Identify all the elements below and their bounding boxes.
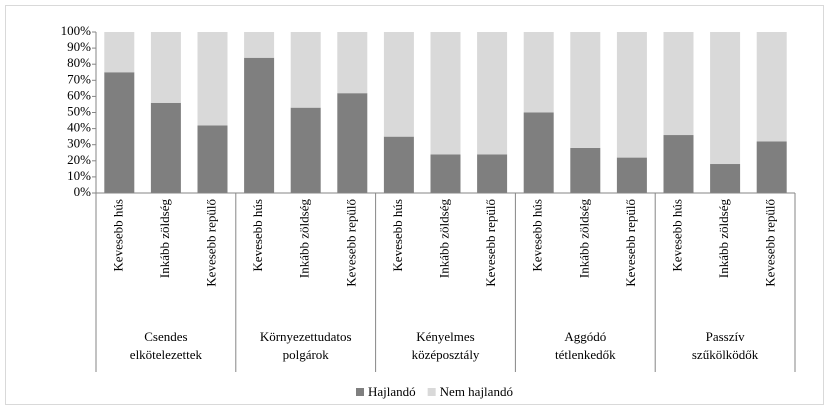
bar-segment — [383, 32, 414, 137]
group-label: polgárok — [283, 347, 330, 362]
group-label: Csendes — [144, 329, 187, 344]
legend-label: Nem hajlandó — [440, 384, 513, 399]
group-label: elkötelezettek — [130, 347, 203, 362]
x-tick-label: Inkább zöldség — [576, 199, 591, 279]
y-tick-label: 10% — [67, 168, 91, 183]
bar-segment — [197, 32, 228, 126]
x-tick-label: Inkább zöldség — [297, 199, 312, 279]
bar-segment — [337, 93, 368, 193]
legend-swatch — [356, 388, 364, 396]
y-tick-label: 60% — [67, 87, 91, 102]
bar-segment — [150, 32, 181, 103]
bar-segment — [570, 147, 601, 193]
bar-segment — [477, 154, 508, 193]
legend-label: Hajlandó — [368, 384, 416, 399]
x-tick-label: Kevesebb repülő — [203, 199, 218, 287]
bar-segment — [197, 125, 228, 193]
bar-segment — [290, 32, 321, 108]
group-label: Környezettudatos — [260, 329, 352, 344]
y-tick-label: 90% — [67, 39, 91, 54]
bar-segment — [150, 102, 181, 193]
bar-segment — [523, 32, 554, 113]
y-tick-label: 0% — [74, 184, 92, 199]
x-tick-label: Kevesebb repülő — [483, 199, 498, 287]
bar-segment — [570, 32, 601, 148]
bar-segment — [663, 32, 694, 136]
bar-segment — [244, 57, 275, 194]
bar-segment — [383, 136, 414, 193]
bar-segment — [244, 32, 275, 58]
x-tick-label: Kevesebb hús — [390, 199, 405, 272]
bar-segment — [663, 135, 694, 193]
group-label: középosztály — [412, 347, 480, 362]
group-label: Aggódó — [564, 329, 606, 344]
y-tick-label: 80% — [67, 55, 91, 70]
x-tick-label: Kevesebb hús — [669, 199, 684, 272]
bar-segment — [756, 141, 787, 193]
bar-segment — [290, 107, 321, 193]
y-tick-label: 20% — [67, 152, 91, 167]
bar-segment — [337, 32, 368, 94]
x-tick-label: Kevesebb hús — [530, 199, 545, 272]
y-tick-label: 50% — [67, 103, 91, 118]
bar-segment — [710, 164, 741, 193]
x-tick-label: Kevesebb hús — [110, 199, 125, 272]
x-tick-label: Kevesebb repülő — [763, 199, 778, 287]
y-tick-label: 70% — [67, 71, 91, 86]
group-label: Kényelmes — [416, 329, 474, 344]
group-label: tétlenkedők — [555, 347, 616, 362]
group-label: Passzív — [706, 329, 746, 344]
x-tick-label: Inkább zöldség — [716, 199, 731, 279]
bar-segment — [616, 32, 647, 158]
bar-segment — [104, 72, 135, 193]
x-tick-label: Inkább zöldség — [157, 199, 172, 279]
bar-segment — [477, 32, 508, 155]
x-tick-label: Kevesebb repülő — [623, 199, 638, 287]
bar-segment — [756, 32, 787, 142]
bar-segment — [710, 32, 741, 165]
group-label: szűkölködők — [692, 347, 759, 362]
bar-segment — [430, 32, 461, 155]
x-tick-label: Kevesebb hús — [250, 199, 265, 272]
x-tick-label: Inkább zöldség — [436, 199, 451, 279]
x-tick-label: Kevesebb repülő — [343, 199, 358, 287]
y-tick-label: 100% — [61, 23, 92, 38]
y-tick-label: 40% — [67, 120, 91, 135]
legend-swatch — [427, 388, 436, 396]
bar-segment — [104, 32, 135, 73]
bar-segment — [523, 112, 554, 193]
y-tick-label: 30% — [67, 136, 91, 151]
bar-segment — [430, 154, 461, 193]
bar-segment — [616, 157, 647, 193]
